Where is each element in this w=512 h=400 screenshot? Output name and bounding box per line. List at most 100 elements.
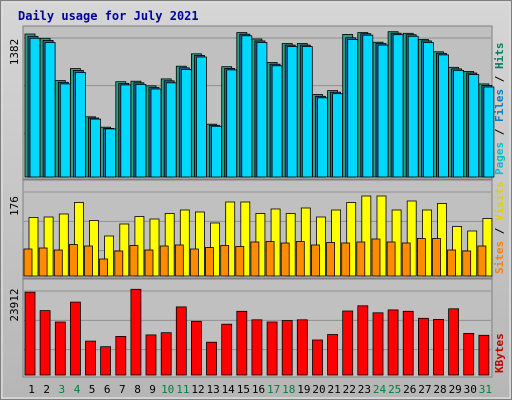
x-tick-label-7: 7 xyxy=(119,383,126,396)
bar-kbytes-day-6 xyxy=(100,346,111,376)
bar-kbytes-day-18 xyxy=(281,320,293,376)
bar-kbytes-day-12 xyxy=(190,320,202,376)
bar-kbytes-day-23 xyxy=(357,305,369,376)
panels-layer: 1382 Pages / Files / Hits 176 Sites / Visit… xyxy=(8,25,506,378)
bar-sites-day-28 xyxy=(432,238,441,277)
bar-pages-day-11 xyxy=(180,69,192,178)
bar-pages-day-4 xyxy=(75,72,86,178)
x-tick-label-28: 28 xyxy=(433,383,446,396)
bar-sites-day-16 xyxy=(250,241,260,277)
bar-kbytes-day-13 xyxy=(206,341,217,376)
x-tick-label-11: 11 xyxy=(176,383,189,396)
bar-pages-day-5 xyxy=(90,118,101,178)
bar-visits-day-26 xyxy=(406,200,417,277)
bar-kbytes-day-25 xyxy=(387,309,399,376)
bar-sites-day-27 xyxy=(416,238,426,277)
x-tick-label-5: 5 xyxy=(89,383,96,396)
x-tick-label-23: 23 xyxy=(358,383,371,396)
bar-pages-day-22 xyxy=(347,39,359,178)
bar-kbytes-day-15 xyxy=(236,310,248,376)
bar-sites-day-14 xyxy=(220,245,230,277)
bar-pages-day-14 xyxy=(226,69,238,178)
legend-separator: / xyxy=(493,221,506,241)
bar-visits-day-24 xyxy=(376,195,387,277)
bar-sites-day-19 xyxy=(295,241,305,277)
bar-sites-day-6 xyxy=(99,258,108,277)
x-tick-label-6: 6 xyxy=(104,383,111,396)
x-tick-label-16: 16 xyxy=(252,383,265,396)
bar-kbytes-day-31 xyxy=(478,334,490,376)
legend-entry-hits: Hits xyxy=(493,43,506,70)
bar-pages-day-12 xyxy=(195,56,207,178)
bar-pages-day-1 xyxy=(29,37,41,178)
bar-pages-day-18 xyxy=(286,46,298,178)
bar-visits-day-10 xyxy=(164,213,175,277)
bar-visits-day-15 xyxy=(240,201,251,277)
bar-pages-day-17 xyxy=(271,65,283,178)
bar-sites-day-17 xyxy=(265,241,275,277)
bar-visits-day-11 xyxy=(179,209,190,277)
bar-pages-day-29 xyxy=(453,70,465,178)
bar-sites-day-15 xyxy=(235,246,245,277)
bar-sites-day-7 xyxy=(114,250,124,277)
bar-kbytes-day-11 xyxy=(175,306,187,376)
x-tick-label-9: 9 xyxy=(149,383,156,396)
bar-visits-day-3 xyxy=(58,213,69,277)
bar-sites-day-23 xyxy=(356,241,366,277)
bar-pages-day-15 xyxy=(241,35,253,178)
x-tick-label-4: 4 xyxy=(74,383,81,396)
bar-kbytes-day-27 xyxy=(417,317,429,376)
panel-top: 1382 Pages / Files / Hits xyxy=(8,25,506,180)
bar-sites-day-24 xyxy=(371,238,381,277)
bar-sites-day-22 xyxy=(341,242,351,277)
bar-visits-day-1 xyxy=(28,217,39,277)
legend-separator: / xyxy=(493,69,506,89)
legend-entry-visits: Visits xyxy=(493,181,506,221)
bar-visits-day-12 xyxy=(194,211,205,277)
x-tick-label-13: 13 xyxy=(206,383,219,396)
x-tick-label-14: 14 xyxy=(222,383,236,396)
bar-pages-day-6 xyxy=(105,128,116,178)
x-tick-label-25: 25 xyxy=(388,383,401,396)
bar-sites-day-31 xyxy=(477,245,487,277)
bar-visits-day-6 xyxy=(104,235,114,277)
bar-kbytes-day-17 xyxy=(266,321,278,376)
bar-sites-day-10 xyxy=(159,245,169,277)
bar-pages-day-9 xyxy=(150,88,162,178)
bar-visits-day-14 xyxy=(225,201,236,277)
bar-sites-day-5 xyxy=(84,245,93,277)
bar-pages-day-16 xyxy=(256,42,268,178)
bar-kbytes-day-9 xyxy=(145,334,157,376)
bar-pages-day-3 xyxy=(59,83,71,178)
x-axis-tick-labels: 1 2 3 4 5 6 7 8 9 10 11 12 13 14 15 16 17 18 19 20 21 22 23 24 2… xyxy=(28,383,492,396)
legend-separator: / xyxy=(493,122,506,142)
x-tick-label-24: 24 xyxy=(373,383,387,396)
bar-visits-day-2 xyxy=(43,216,54,277)
bar-pages-day-26 xyxy=(407,35,419,178)
bar-visits-day-23 xyxy=(361,195,372,277)
bar-kbytes-day-2 xyxy=(39,310,51,376)
bar-visits-day-4 xyxy=(74,202,84,277)
bar-visits-day-22 xyxy=(346,202,357,277)
bar-pages-day-2 xyxy=(44,42,56,178)
x-tick-label-30: 30 xyxy=(464,383,477,396)
bar-visits-day-7 xyxy=(119,223,130,277)
bar-sites-day-30 xyxy=(462,250,472,277)
bar-kbytes-day-20 xyxy=(312,339,323,376)
bar-sites-day-2 xyxy=(38,247,48,277)
bar-kbytes-day-4 xyxy=(70,301,81,376)
bar-kbytes-day-5 xyxy=(85,340,96,376)
bar-kbytes-day-29 xyxy=(448,308,460,376)
bar-kbytes-day-14 xyxy=(221,323,233,376)
chart-title: Daily usage for July 2021 xyxy=(18,9,199,23)
bar-sites-day-8 xyxy=(129,245,139,277)
bar-pages-day-10 xyxy=(165,82,177,178)
panel-middle-max-label: 176 xyxy=(8,196,21,216)
bar-kbytes-day-16 xyxy=(251,319,263,376)
x-tick-label-1: 1 xyxy=(28,383,35,396)
bar-sites-day-18 xyxy=(280,242,290,277)
bar-sites-day-29 xyxy=(447,249,457,277)
bar-pages-day-21 xyxy=(332,93,344,178)
bar-sites-day-25 xyxy=(386,241,396,277)
